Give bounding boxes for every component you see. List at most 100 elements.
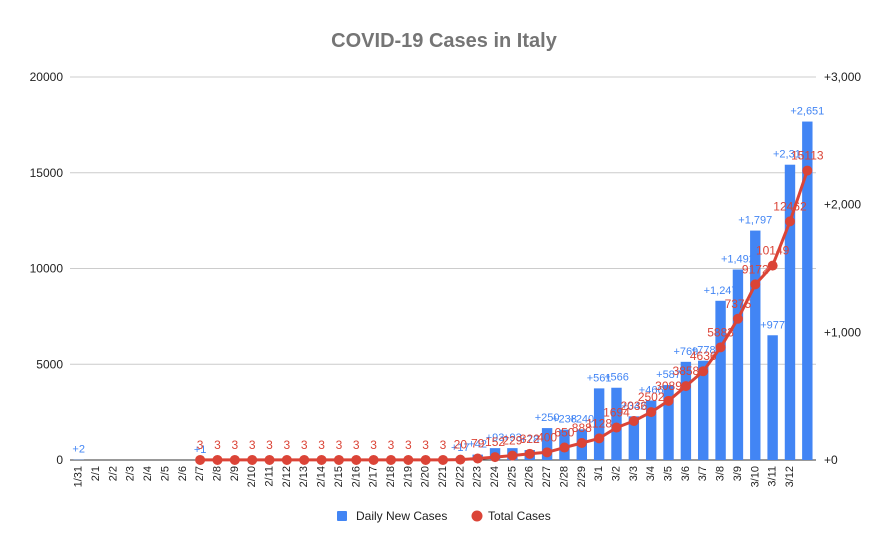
- left-axis-tick-label: 5000: [36, 357, 63, 371]
- x-tick-label: 3/2: [610, 466, 622, 481]
- data-point: [594, 433, 604, 443]
- data-point: [421, 455, 431, 465]
- x-tick-label: 2/5: [159, 466, 171, 481]
- left-axis-tick-label: 0: [56, 453, 63, 467]
- data-point: [577, 438, 587, 448]
- point-data-label: 3: [318, 438, 325, 452]
- right-axis-tick-label: +2,000: [824, 198, 861, 212]
- x-tick-label: 2/2: [107, 466, 119, 481]
- data-point: [351, 455, 361, 465]
- data-point: [507, 451, 517, 461]
- data-point: [629, 416, 639, 426]
- data-point: [438, 455, 448, 465]
- x-tick-label: 2/17: [368, 466, 380, 487]
- data-point: [698, 366, 708, 376]
- point-data-label: 3: [214, 438, 221, 452]
- data-point: [386, 455, 396, 465]
- data-point: [282, 455, 292, 465]
- data-point: [716, 342, 726, 352]
- legend-label-daily-new-cases: Daily New Cases: [356, 509, 447, 523]
- data-point: [525, 449, 535, 459]
- point-data-label: 3: [266, 438, 273, 452]
- x-tick-label: 2/25: [506, 466, 518, 487]
- x-tick-label: 2/20: [420, 466, 432, 487]
- bar-data-label: +2,651: [790, 106, 824, 118]
- x-tick-label: 2/1: [90, 466, 102, 481]
- x-tick-label: 1/31: [73, 466, 85, 487]
- legend: Daily New Cases Total Cases: [337, 509, 551, 523]
- x-tick-label: 2/23: [472, 466, 484, 487]
- point-data-label: 3: [353, 438, 360, 452]
- point-data-label: 3: [197, 438, 204, 452]
- x-tick-label: 2/9: [229, 466, 241, 481]
- x-tick-label: 3/8: [715, 466, 727, 481]
- data-point: [212, 455, 222, 465]
- x-tick-label: 2/19: [402, 466, 414, 487]
- point-data-label: 3: [370, 438, 377, 452]
- data-point: [230, 455, 240, 465]
- data-point: [542, 447, 552, 457]
- x-tick-label: 2/12: [281, 466, 293, 487]
- bar-data-label: +566: [604, 372, 629, 384]
- point-data-label: 3089: [655, 379, 682, 393]
- x-tick-label: 2/15: [333, 466, 345, 487]
- x-tick-label: 3/5: [663, 466, 675, 481]
- data-point: [403, 455, 413, 465]
- x-tick-label: 3/11: [767, 466, 779, 487]
- data-point: [646, 407, 656, 417]
- right-axis-tick-label: +0: [824, 453, 838, 467]
- point-data-label: 3: [249, 438, 256, 452]
- x-tick-label: 3/9: [732, 466, 744, 481]
- data-point: [265, 455, 275, 465]
- point-data-label: 79: [471, 436, 485, 450]
- x-tick-label: 3/6: [680, 466, 692, 481]
- x-tick-label: 2/7: [194, 466, 206, 481]
- left-axis-tick-label: 15000: [30, 166, 64, 180]
- bar-data-label: +1,797: [738, 215, 772, 227]
- point-data-label: 12462: [773, 199, 807, 213]
- data-point: [785, 216, 795, 226]
- point-data-label: 3: [301, 438, 308, 452]
- x-tick-label: 2/6: [177, 466, 189, 481]
- x-tick-label: 2/27: [541, 466, 553, 487]
- data-point: [802, 166, 812, 176]
- left-axis: 0 5000 10000 15000 20000: [30, 70, 64, 467]
- x-tick-label: 2/21: [437, 466, 449, 487]
- x-tick-label: 2/13: [298, 466, 310, 487]
- x-tick-label: 3/10: [749, 466, 761, 487]
- x-tick-label: 2/4: [142, 466, 154, 481]
- x-tick-label: 3/12: [784, 466, 796, 487]
- x-tick-label: 2/26: [524, 466, 536, 487]
- point-data-label: 3: [284, 438, 291, 452]
- data-point: [473, 453, 483, 463]
- x-tick-label: 2/22: [454, 466, 466, 487]
- x-tick-label: 2/28: [558, 466, 570, 487]
- x-tick-label: 2/11: [264, 466, 276, 487]
- x-tick-label: 2/24: [489, 466, 501, 487]
- left-axis-tick-label: 20000: [30, 70, 64, 84]
- x-tick-label: 3/4: [645, 466, 657, 481]
- point-data-label: 3: [422, 438, 429, 452]
- data-point: [334, 455, 344, 465]
- left-axis-tick-label: 10000: [30, 262, 64, 276]
- data-point: [768, 261, 778, 271]
- x-tick-label: 2/16: [350, 466, 362, 487]
- point-data-label: 3858: [673, 364, 700, 378]
- bar-data-labels: +2+1+17+42+93+93+78+250+238+240+561+566+…: [72, 106, 824, 456]
- point-data-label: 3: [440, 438, 447, 452]
- x-tick-label: 3/1: [593, 466, 605, 481]
- right-axis-tick-label: +3,000: [824, 70, 861, 84]
- x-tick-label: 2/14: [316, 466, 328, 487]
- bar-data-label: +2: [72, 444, 85, 456]
- data-point: [455, 455, 465, 465]
- bar: [767, 335, 777, 460]
- data-point: [490, 452, 500, 462]
- point-data-label: 15113: [791, 149, 824, 163]
- data-point: [317, 455, 327, 465]
- point-data-label: 5883: [707, 325, 734, 339]
- x-tick-label: 2/3: [125, 466, 137, 481]
- legend-swatch-daily-new-cases: [337, 511, 347, 521]
